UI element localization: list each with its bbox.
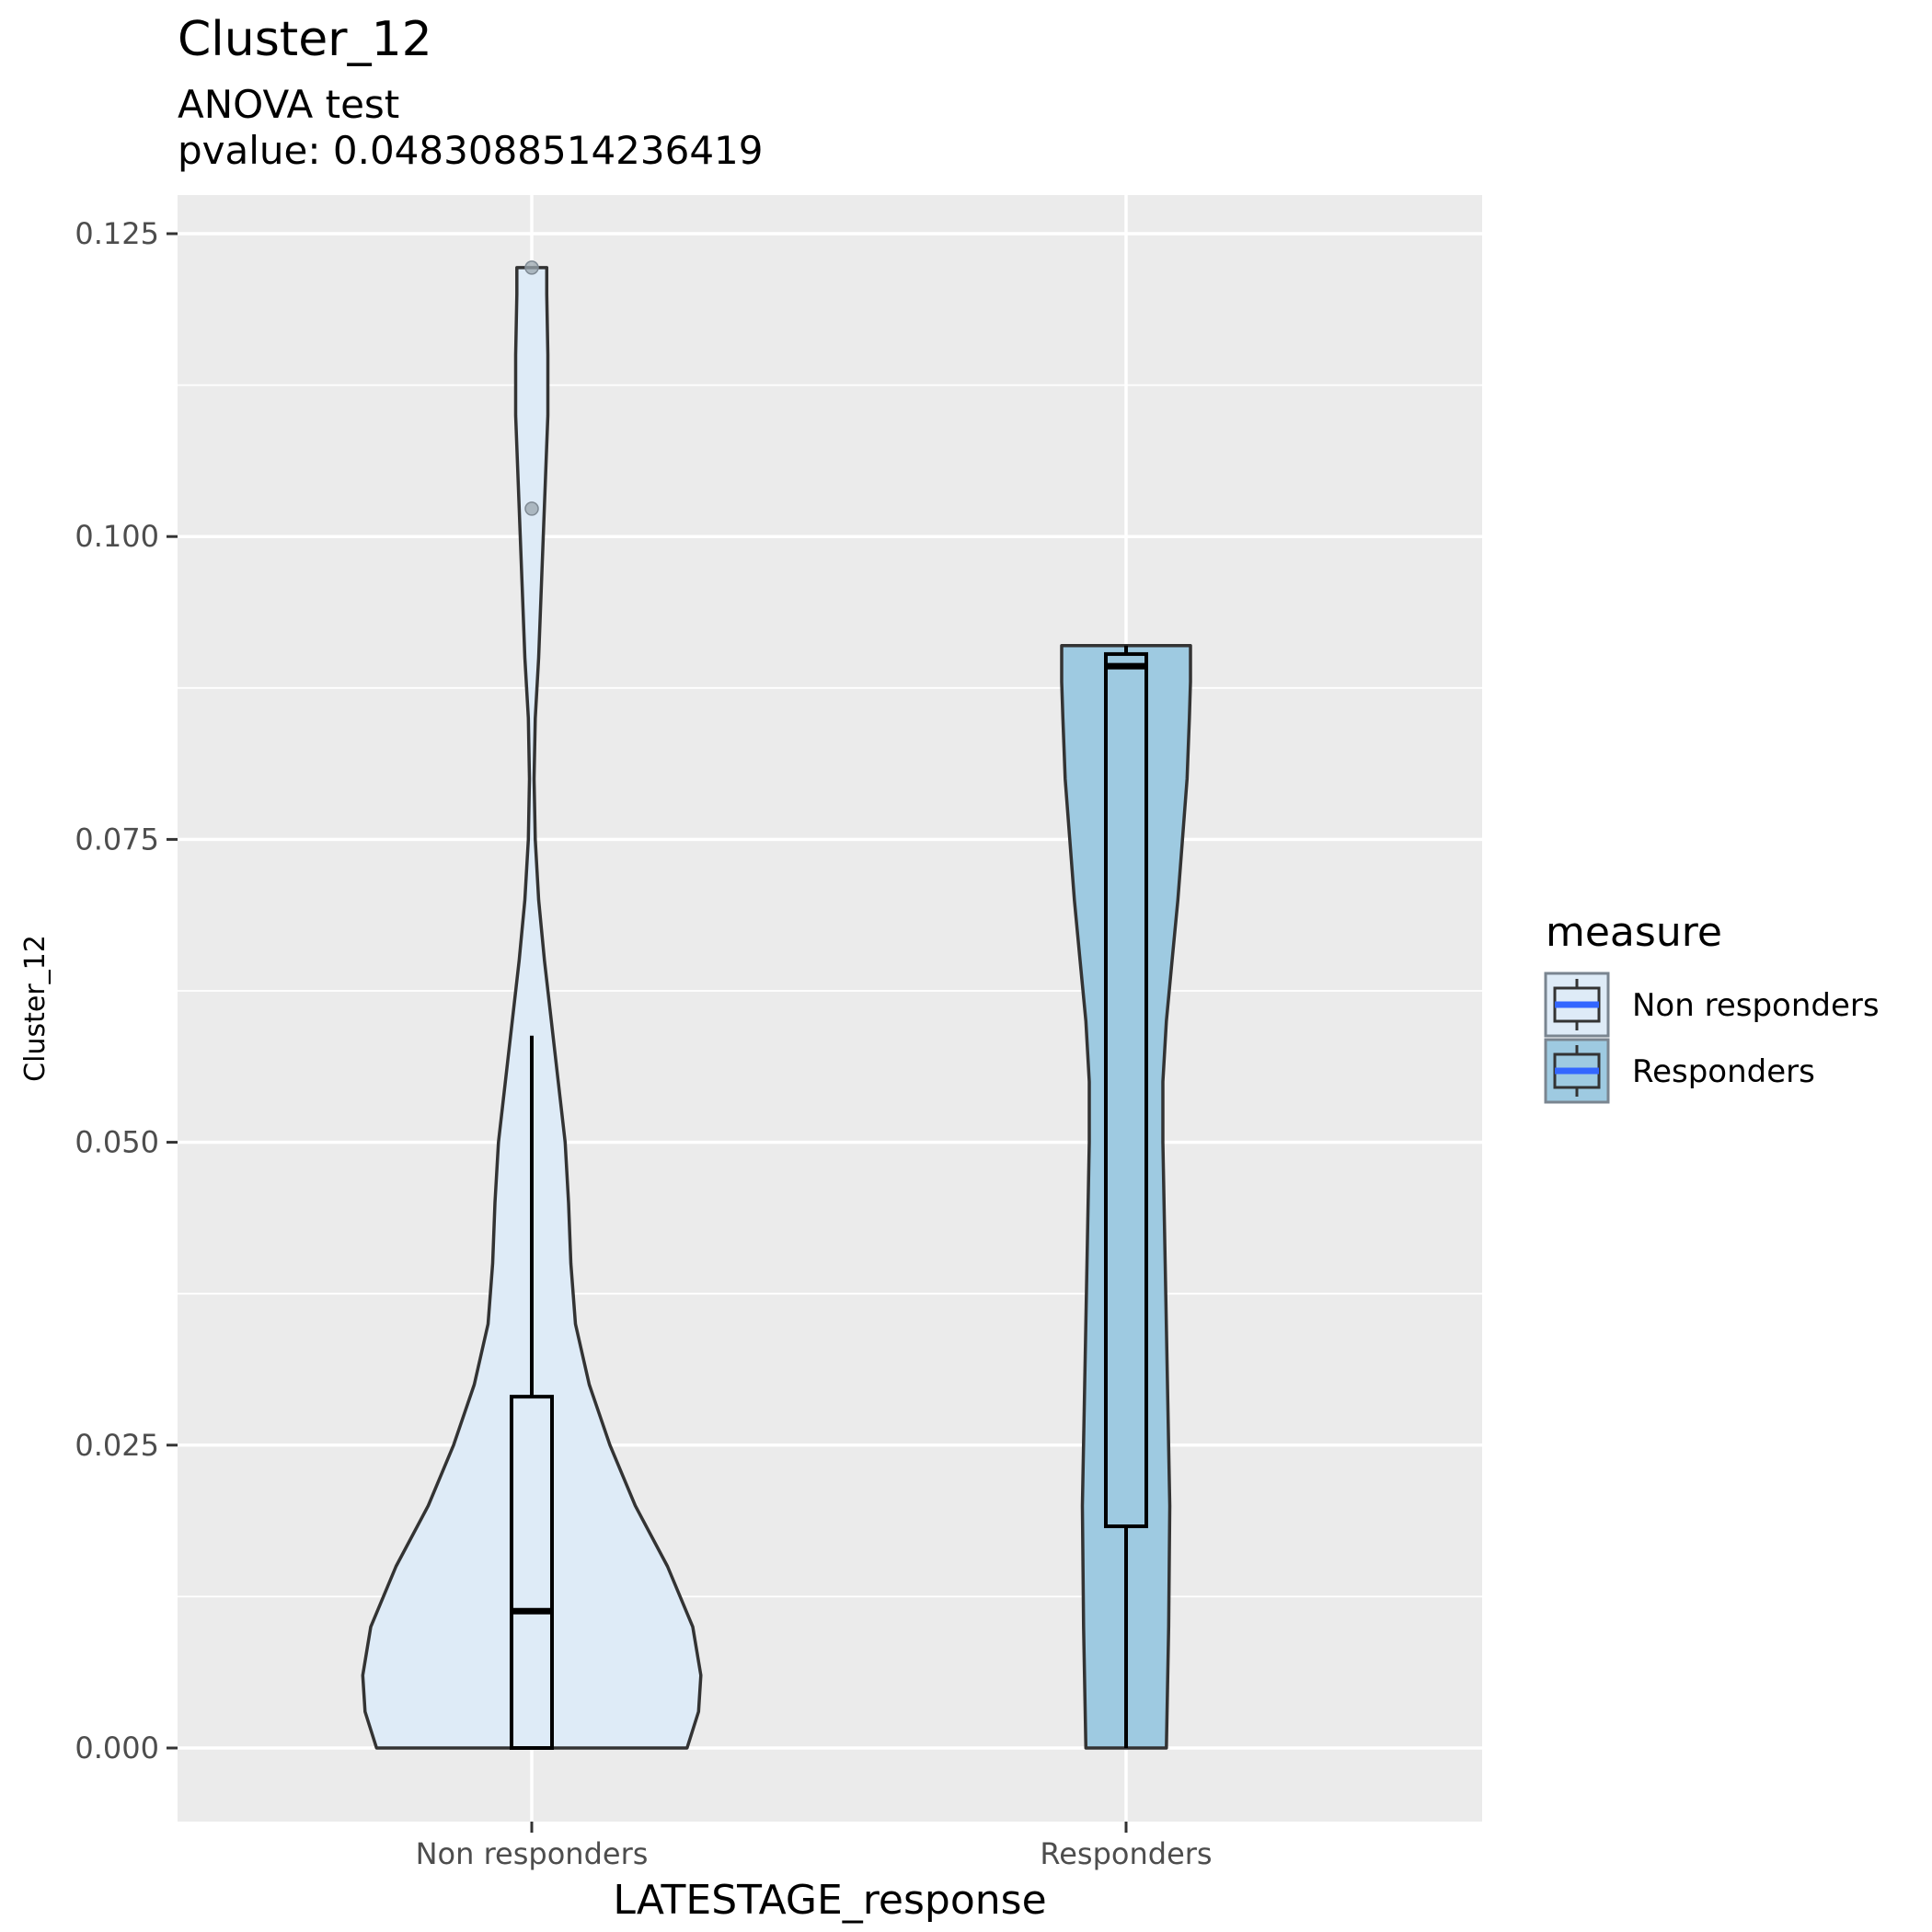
outlier-point (524, 501, 539, 516)
outlier-point (524, 260, 539, 275)
box-iqr (1104, 651, 1148, 1529)
x-axis: Non responders Responders (416, 1822, 1213, 1871)
plot-panel (178, 195, 1482, 1822)
legend-title: measure (1546, 909, 1722, 956)
y-tick-label: 0.125 (75, 216, 159, 251)
grid-minor (178, 384, 1482, 1598)
x-axis-title: LATESTAGE_response (613, 1877, 1046, 1924)
legend-entry-label: Responders (1632, 1053, 1815, 1090)
x-tick-label: Non responders (416, 1836, 649, 1871)
y-tick-label: 0.000 (75, 1731, 159, 1765)
y-axis: 0.000 0.025 0.050 0.075 0.100 0.125 (75, 216, 178, 1765)
y-tick-label: 0.025 (75, 1428, 159, 1463)
chart-subtitle-line-2: pvalue: 0.0483088514236419 (178, 128, 764, 173)
legend-entry-label: Non responders (1632, 987, 1880, 1024)
boxplots (510, 645, 1148, 1751)
outlier-points (524, 260, 539, 516)
chart-subtitle-line-1: ANOVA test (178, 82, 399, 127)
violin-non-responders (361, 266, 703, 1750)
box-iqr (510, 1395, 554, 1751)
legend: measure Non responders Responders (1544, 909, 1880, 1104)
y-tick-label: 0.050 (75, 1125, 159, 1160)
y-axis-title: Cluster_12 (19, 935, 52, 1082)
y-tick-label: 0.100 (75, 519, 159, 554)
y-tick-label: 0.075 (75, 822, 159, 857)
chart-title: Cluster_12 (178, 12, 432, 67)
x-tick-label: Responders (1040, 1836, 1212, 1871)
